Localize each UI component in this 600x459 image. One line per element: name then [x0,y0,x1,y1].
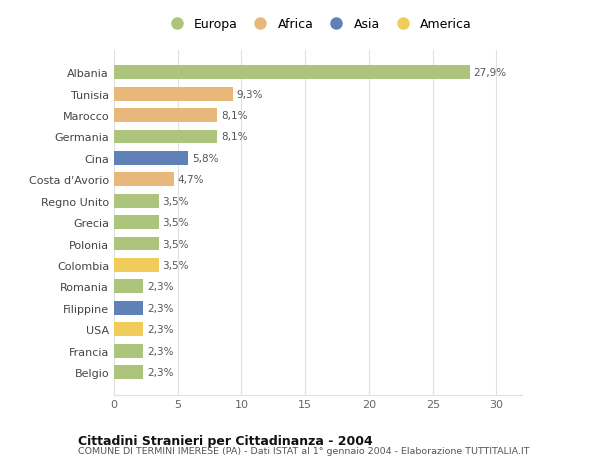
Legend: Europa, Africa, Asia, America: Europa, Africa, Asia, America [161,16,475,34]
Text: 4,7%: 4,7% [178,175,204,185]
Bar [114,173,174,187]
Bar [114,151,188,166]
Text: 8,1%: 8,1% [221,111,248,121]
Text: 2,3%: 2,3% [147,325,173,335]
Bar [114,323,143,336]
Text: 8,1%: 8,1% [221,132,248,142]
Bar [114,66,470,80]
Text: 3,5%: 3,5% [163,196,189,206]
Text: 2,3%: 2,3% [147,346,173,356]
Text: 2,3%: 2,3% [147,303,173,313]
Text: 2,3%: 2,3% [147,282,173,291]
Bar [114,258,158,272]
Bar [114,88,233,101]
Text: 5,8%: 5,8% [192,154,218,163]
Bar [114,130,217,144]
Text: COMUNE DI TERMINI IMERESE (PA) - Dati ISTAT al 1° gennaio 2004 - Elaborazione TU: COMUNE DI TERMINI IMERESE (PA) - Dati IS… [78,446,530,455]
Text: 3,5%: 3,5% [163,260,189,270]
Bar [114,194,158,208]
Bar [114,280,143,294]
Text: 27,9%: 27,9% [473,68,506,78]
Bar [114,365,143,379]
Text: 3,5%: 3,5% [163,218,189,228]
Bar [114,301,143,315]
Text: 3,5%: 3,5% [163,239,189,249]
Bar [114,216,158,230]
Text: 9,3%: 9,3% [236,90,263,100]
Bar [114,109,217,123]
Bar [114,237,158,251]
Bar [114,344,143,358]
Text: 2,3%: 2,3% [147,367,173,377]
Text: Cittadini Stranieri per Cittadinanza - 2004: Cittadini Stranieri per Cittadinanza - 2… [78,434,373,447]
